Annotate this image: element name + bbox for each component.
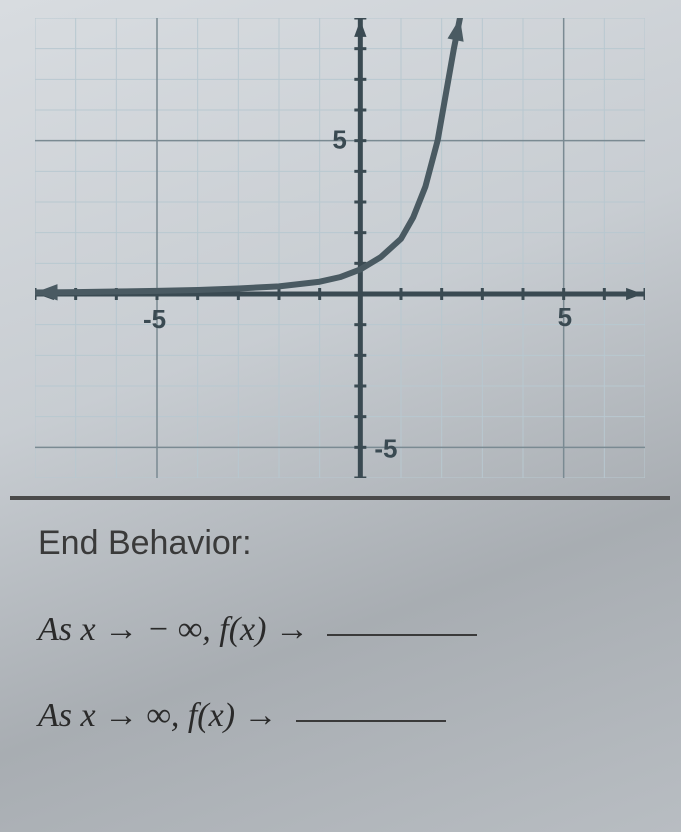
end-behavior-pos-inf-row: As x → ∞, f(x) → [38, 697, 642, 735]
row2-expression: As x → ∞, f(x) → [38, 697, 278, 735]
graph-cell: 5 -5 5 -5 [10, 18, 670, 498]
exponential-graph: 5 -5 5 -5 [35, 18, 645, 478]
row1-expression: As x → − ∞, f(x) → [38, 611, 309, 649]
row2-blank[interactable] [296, 718, 446, 722]
svg-text:-5: -5 [374, 433, 397, 463]
svg-text:5: 5 [332, 125, 346, 155]
svg-text:5: 5 [558, 302, 572, 332]
row1-blank[interactable] [327, 632, 477, 636]
end-behavior-heading: End Behavior: [38, 524, 642, 563]
end-behavior-neg-inf-row: As x → − ∞, f(x) → [38, 611, 642, 649]
question-cell: End Behavior: As x → − ∞, f(x) → As x → … [10, 498, 670, 818]
svg-text:-5: -5 [143, 304, 166, 334]
